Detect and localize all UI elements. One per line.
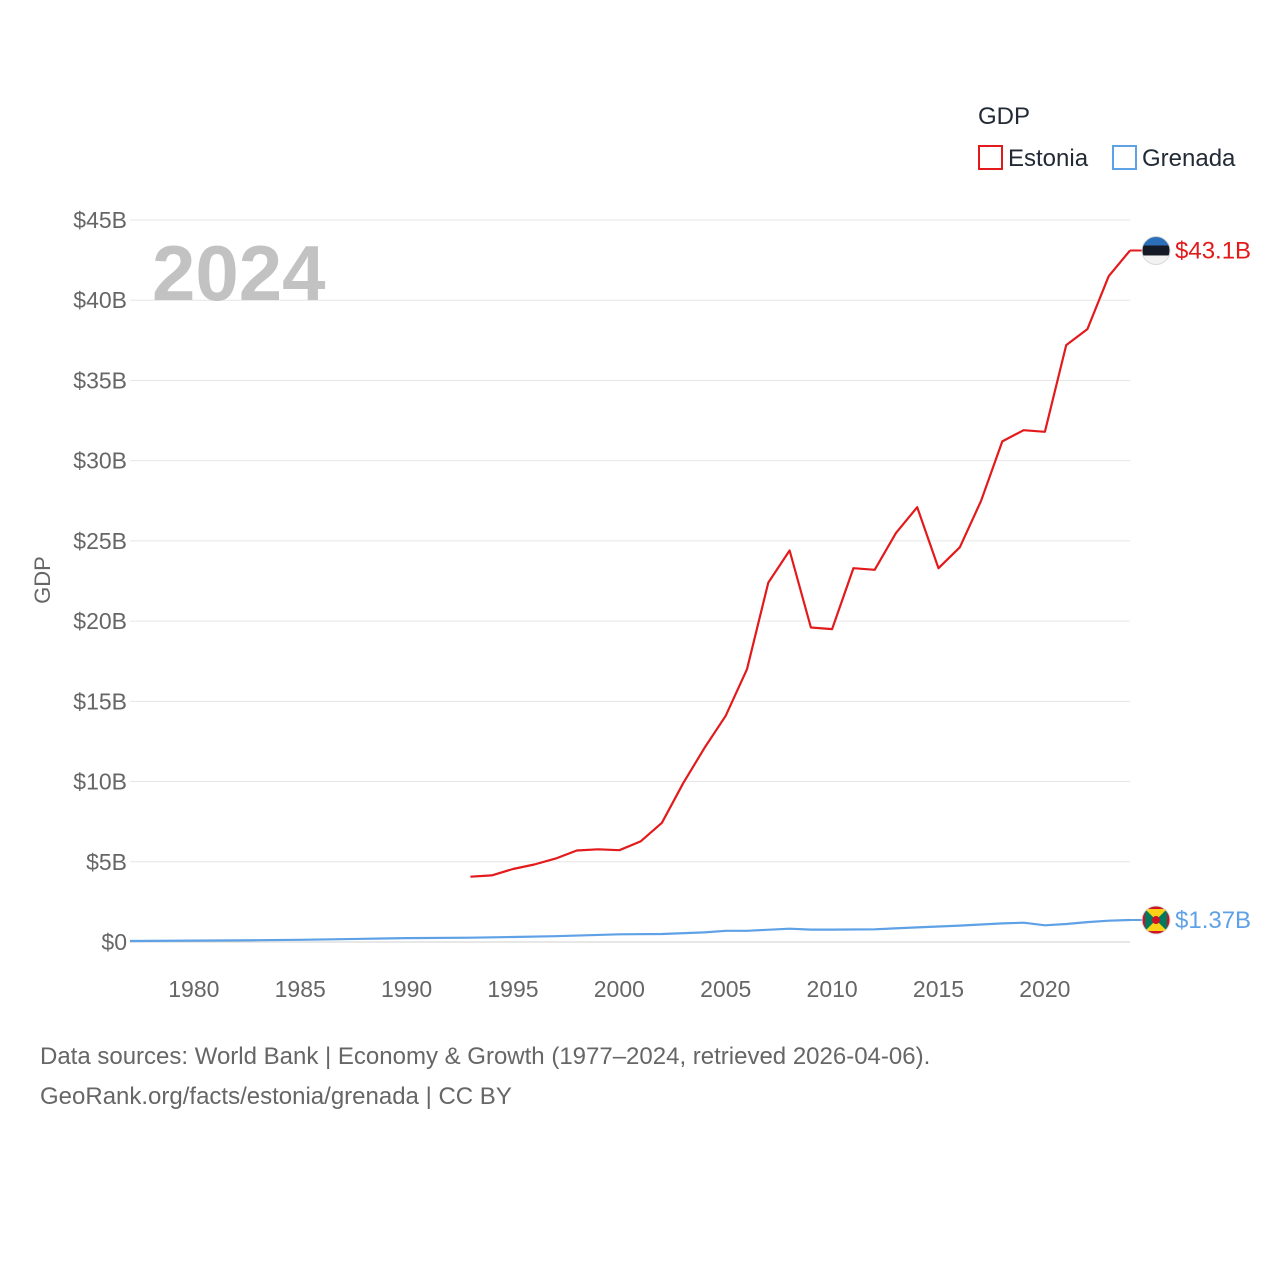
data-point[interactable] bbox=[468, 875, 472, 879]
data-point[interactable] bbox=[362, 937, 366, 941]
data-point[interactable] bbox=[894, 531, 898, 535]
data-point[interactable] bbox=[1022, 921, 1026, 925]
data-point[interactable] bbox=[596, 847, 600, 851]
x-tick-label: 1995 bbox=[487, 976, 538, 1002]
data-point[interactable] bbox=[511, 867, 515, 871]
x-tick-label: 2000 bbox=[594, 976, 645, 1002]
data-point[interactable] bbox=[1043, 923, 1047, 927]
legend-title: GDP bbox=[978, 103, 1030, 130]
data-point[interactable] bbox=[1085, 920, 1089, 924]
end-value-label-estonia: $43.1B bbox=[1175, 237, 1251, 264]
y-tick-label: $35B bbox=[73, 367, 127, 393]
data-point[interactable] bbox=[809, 626, 813, 630]
footer-sources: Data sources: World Bank | Economy & Gro… bbox=[40, 1043, 931, 1070]
year-label: 2024 bbox=[152, 229, 326, 317]
data-point[interactable] bbox=[554, 934, 558, 938]
data-point[interactable] bbox=[915, 505, 919, 509]
data-point[interactable] bbox=[554, 857, 558, 861]
gdp-line-chart: $0 $5B $10B $15B $20B $25B $30B $35B $40B $45B 19… bbox=[30, 103, 1251, 1002]
end-value-label-grenada: $1.37B bbox=[1175, 907, 1251, 934]
legend-swatch-estonia[interactable] bbox=[978, 145, 1003, 170]
data-point[interactable] bbox=[702, 746, 706, 750]
y-tick-label: $45B bbox=[73, 207, 127, 233]
y-tick-label: $25B bbox=[73, 528, 127, 554]
data-point[interactable] bbox=[809, 928, 813, 932]
data-point[interactable] bbox=[937, 566, 941, 570]
data-point[interactable] bbox=[1085, 327, 1089, 331]
data-point[interactable] bbox=[1043, 430, 1047, 434]
gridlines bbox=[130, 219, 1130, 943]
data-point[interactable] bbox=[915, 925, 919, 929]
grenada-flag-icon bbox=[1141, 905, 1171, 935]
end-markers: $43.1B $1.37B bbox=[1130, 235, 1251, 935]
data-point[interactable] bbox=[532, 863, 536, 867]
y-tick-label: $0 bbox=[101, 929, 127, 955]
y-tick-label: $30B bbox=[73, 448, 127, 474]
data-point[interactable] bbox=[788, 927, 792, 931]
data-point[interactable] bbox=[1107, 274, 1111, 278]
data-point[interactable] bbox=[511, 935, 515, 939]
data-point[interactable] bbox=[1000, 921, 1004, 925]
data-point[interactable] bbox=[1064, 343, 1068, 347]
x-tick-label: 2020 bbox=[1019, 976, 1070, 1002]
data-point[interactable] bbox=[1022, 428, 1026, 432]
legend: GDP Estonia Grenada bbox=[978, 103, 1236, 172]
data-point[interactable] bbox=[745, 929, 749, 933]
data-point[interactable] bbox=[702, 930, 706, 934]
footer-attribution: GeoRank.org/facts/estonia/grenada | CC B… bbox=[40, 1083, 512, 1110]
data-point[interactable] bbox=[1107, 919, 1111, 923]
x-tick-label: 2005 bbox=[700, 976, 751, 1002]
y-tick-label: $20B bbox=[73, 608, 127, 634]
x-tick-label: 1985 bbox=[275, 976, 326, 1002]
legend-label-estonia[interactable]: Estonia bbox=[1008, 145, 1089, 172]
data-point[interactable] bbox=[256, 938, 260, 942]
x-tick-label: 2015 bbox=[913, 976, 964, 1002]
data-point[interactable] bbox=[830, 627, 834, 631]
data-point[interactable] bbox=[1064, 922, 1068, 926]
y-tick-label: $15B bbox=[73, 688, 127, 714]
data-point[interactable] bbox=[958, 545, 962, 549]
data-point[interactable] bbox=[766, 581, 770, 585]
data-point[interactable] bbox=[490, 873, 494, 877]
data-point[interactable] bbox=[192, 939, 196, 943]
data-point[interactable] bbox=[724, 929, 728, 933]
data-point[interactable] bbox=[468, 936, 472, 940]
x-tick-label: 1990 bbox=[381, 976, 432, 1002]
data-point[interactable] bbox=[958, 924, 962, 928]
data-point[interactable] bbox=[298, 938, 302, 942]
data-point[interactable] bbox=[724, 714, 728, 718]
series-line-estonia[interactable] bbox=[470, 249, 1131, 878]
data-point[interactable] bbox=[617, 848, 621, 852]
data-point[interactable] bbox=[979, 499, 983, 503]
data-point[interactable] bbox=[639, 839, 643, 843]
data-point[interactable] bbox=[830, 928, 834, 932]
data-point[interactable] bbox=[851, 566, 855, 570]
data-point[interactable] bbox=[575, 849, 579, 853]
data-point[interactable] bbox=[660, 932, 664, 936]
data-point[interactable] bbox=[405, 936, 409, 940]
y-tick-label: $10B bbox=[73, 769, 127, 795]
data-point[interactable] bbox=[745, 667, 749, 671]
data-point[interactable] bbox=[873, 568, 877, 572]
data-point[interactable] bbox=[681, 781, 685, 785]
y-axis-label: GDP bbox=[30, 556, 55, 604]
data-point[interactable] bbox=[128, 939, 132, 943]
series-line-grenada[interactable] bbox=[129, 918, 1131, 943]
data-point[interactable] bbox=[788, 549, 792, 553]
data-point[interactable] bbox=[617, 932, 621, 936]
legend-label-grenada[interactable]: Grenada bbox=[1142, 145, 1236, 172]
x-tick-label: 2010 bbox=[807, 976, 858, 1002]
x-axis-ticks: 1980 1985 1990 1995 2000 2005 2010 2015 2020 bbox=[168, 976, 1070, 1002]
estonia-flag-icon bbox=[1141, 235, 1171, 265]
data-point[interactable] bbox=[1000, 439, 1004, 443]
y-tick-label: $5B bbox=[86, 849, 127, 875]
y-axis-ticks: $0 $5B $10B $15B $20B $25B $30B $35B $40B $45B bbox=[73, 207, 127, 955]
legend-swatch-grenada[interactable] bbox=[1112, 145, 1137, 170]
data-point[interactable] bbox=[660, 821, 664, 825]
y-tick-label: $40B bbox=[73, 287, 127, 313]
x-tick-label: 1980 bbox=[168, 976, 219, 1002]
series-lines bbox=[128, 249, 1131, 943]
data-point[interactable] bbox=[873, 927, 877, 931]
